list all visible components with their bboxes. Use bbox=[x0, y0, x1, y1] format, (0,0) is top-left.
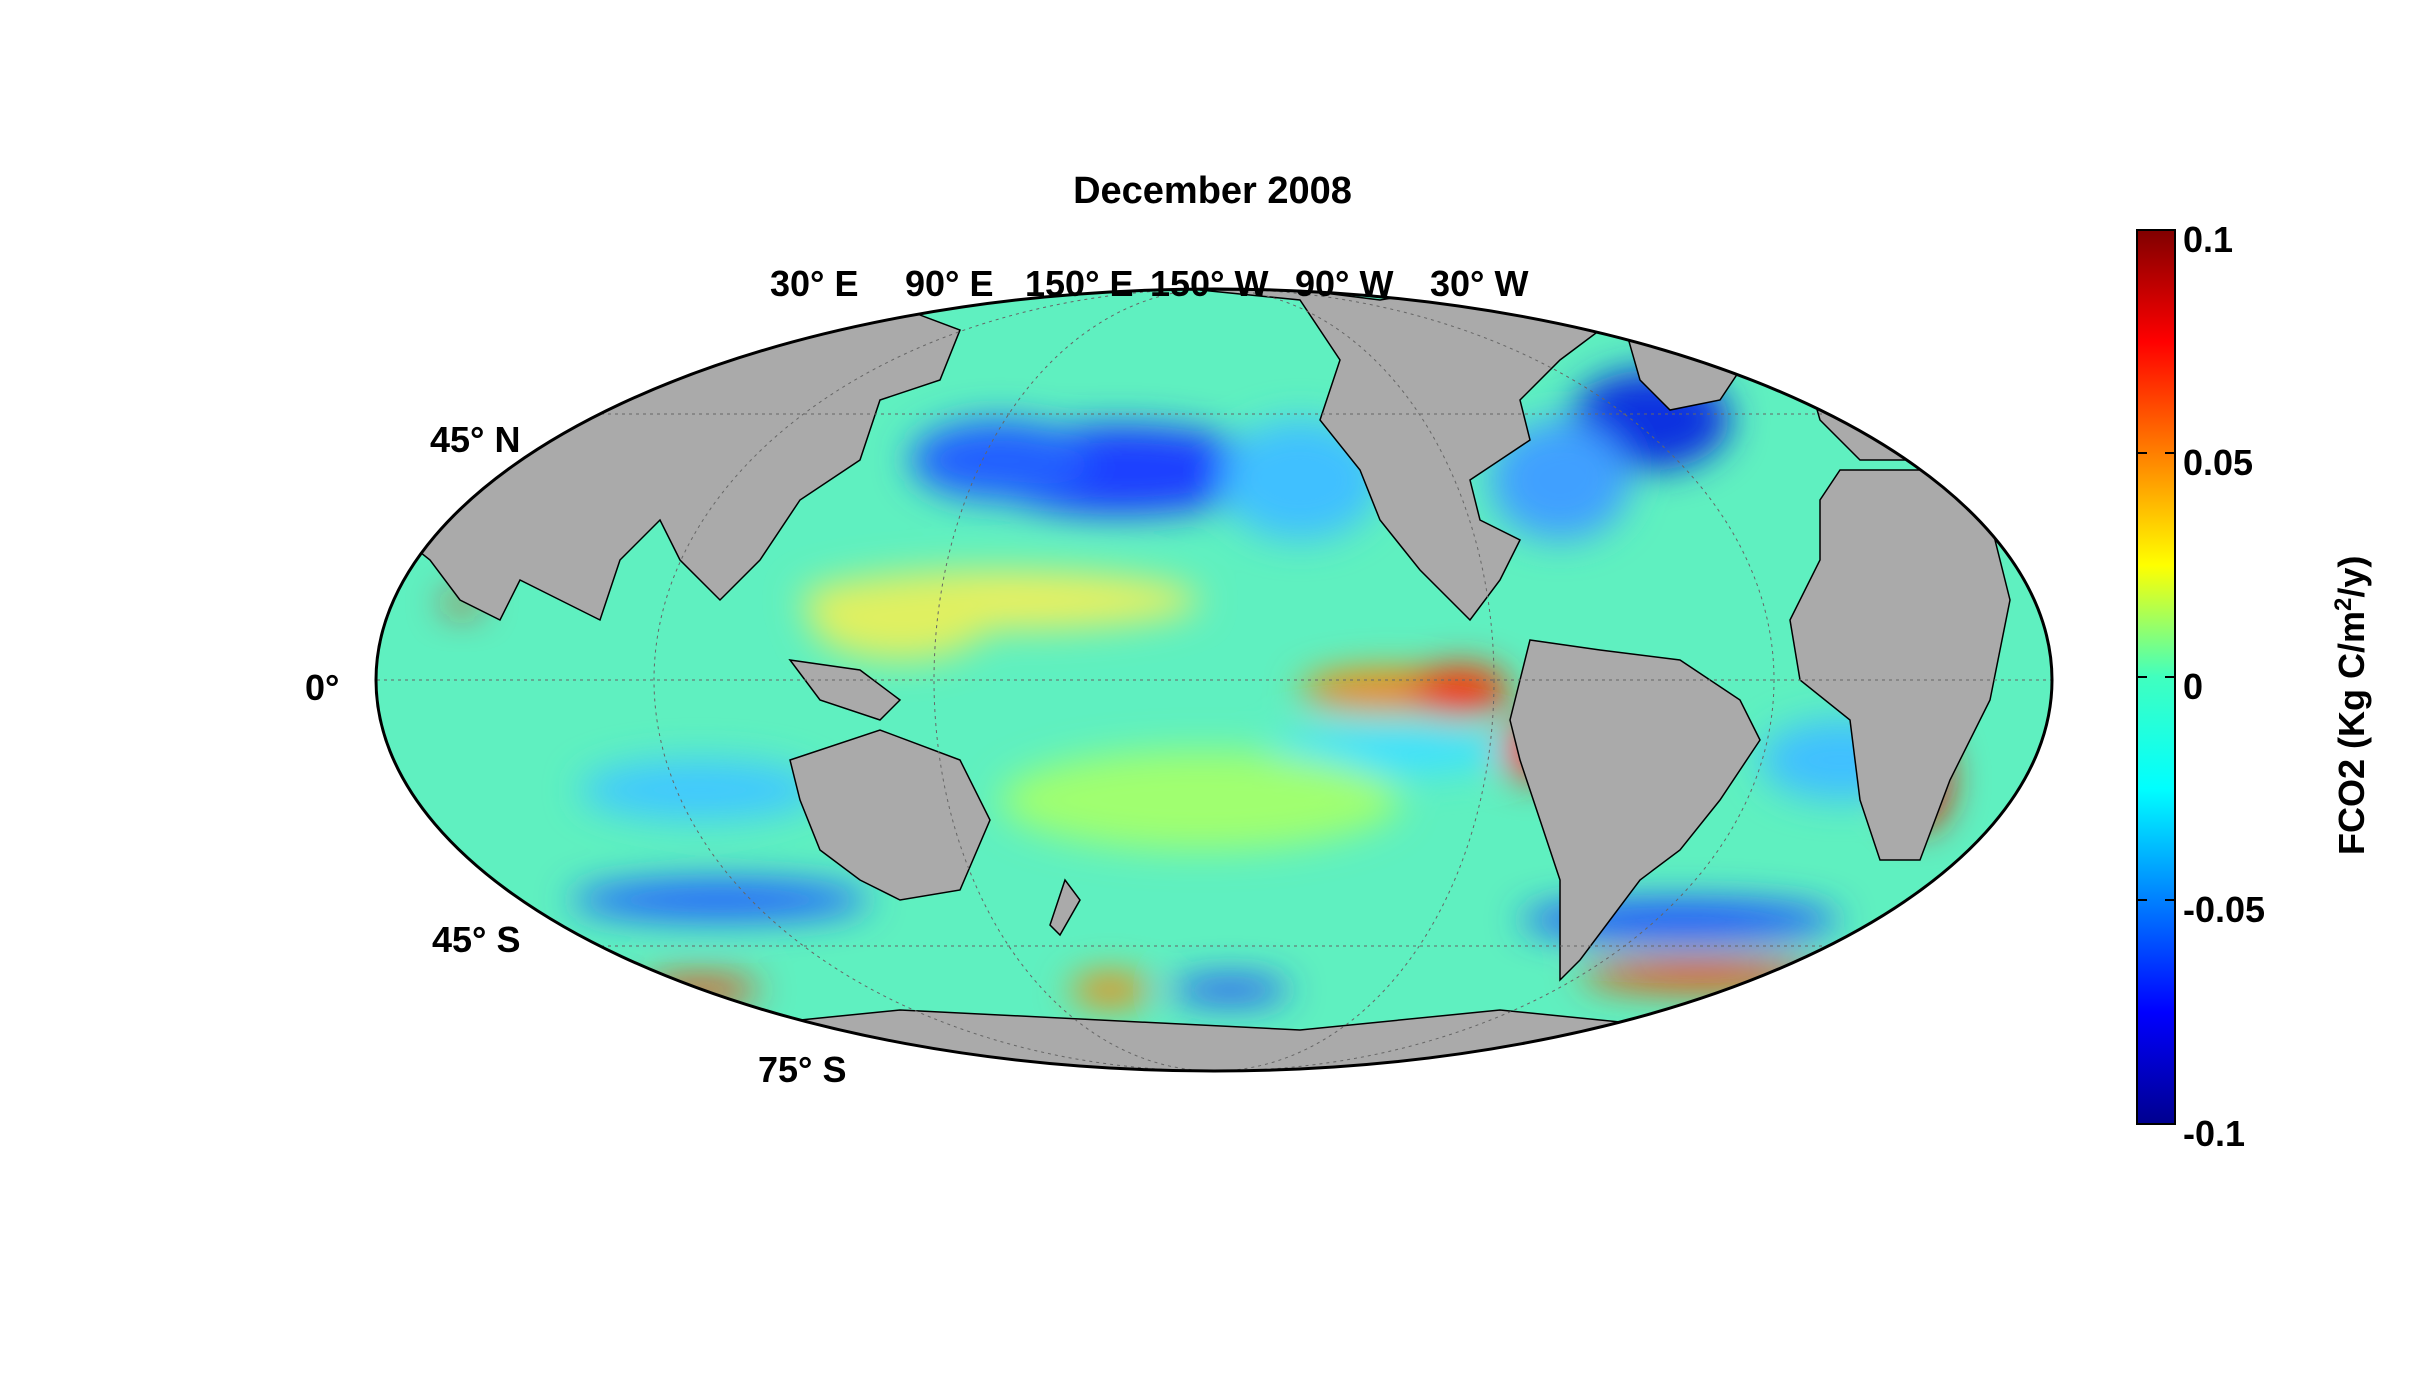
parallel-label: 0° bbox=[305, 667, 340, 708]
new-zealand bbox=[1049, 878, 1081, 937]
meridian-label: 150° W bbox=[1150, 263, 1269, 304]
parallel-label: 75° S bbox=[758, 1049, 847, 1090]
indonesia bbox=[788, 659, 902, 721]
map-title: December 2008 bbox=[1073, 170, 1352, 212]
meridian-label: 90° E bbox=[905, 263, 994, 304]
colorbar-tick-label: 0.1 bbox=[2183, 219, 2234, 260]
colorbar-tick-label: 0 bbox=[2183, 666, 2204, 707]
africa bbox=[1789, 469, 2011, 861]
colorbar-tick-label: -0.05 bbox=[2183, 889, 2266, 930]
map-frame bbox=[374, 287, 2054, 1073]
colorbar-tick-label: 0.05 bbox=[2183, 442, 2254, 483]
graticule bbox=[376, 289, 2052, 1071]
south-america bbox=[1509, 639, 1761, 982]
parallel-label: 45° S bbox=[432, 919, 521, 960]
colorbar-label: FCO2 (Kg C/m2/y) bbox=[2330, 555, 2372, 855]
australia bbox=[789, 729, 991, 901]
meridian-label: 30° W bbox=[1430, 263, 1529, 304]
colorbar-tick-label: -0.1 bbox=[2183, 1113, 2246, 1154]
parallel-label: 45° N bbox=[430, 419, 521, 460]
meridian-label: 150° E bbox=[1025, 263, 1134, 304]
colorbar-ticks bbox=[2137, 229, 2175, 1125]
meridian-label: 30° E bbox=[770, 263, 859, 304]
map-area bbox=[376, 289, 2052, 1071]
meridian-label: 90° W bbox=[1295, 263, 1394, 304]
